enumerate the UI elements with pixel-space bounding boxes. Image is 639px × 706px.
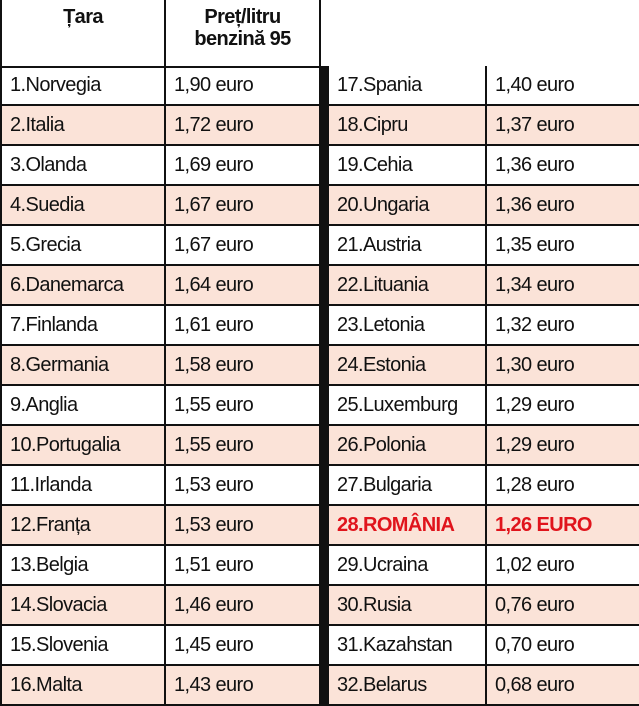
country: 6.Danemarca [0,266,166,306]
price: 1,45 euro [166,626,321,666]
country: 30.Rusia [329,586,487,626]
price: 1,29 euro [487,386,639,426]
price: 1,58 euro [166,346,321,386]
country: 8.Germania [0,346,166,386]
country: 15.Slovenia [0,626,166,666]
country: 23.Letonia [329,306,487,346]
price: 1,55 euro [166,426,321,466]
country: 29.Ucraina [329,546,487,586]
country: 16.Malta [0,666,166,706]
country: 13.Belgia [0,546,166,586]
price: 1,72 euro [166,106,321,146]
price: 1,43 euro [166,666,321,706]
header-country: Țara [0,0,166,68]
price: 1,53 euro [166,466,321,506]
price: 1,90 euro [166,66,321,106]
country: 21.Austria [329,226,487,266]
country: 1.Norvegia [0,66,166,106]
country: 22.Lituania [329,266,487,306]
price: 1,32 euro [487,306,639,346]
price: 0,70 euro [487,626,639,666]
country: 27.Bulgaria [329,466,487,506]
price: 1,29 euro [487,426,639,466]
price: 1,69 euro [166,146,321,186]
price: 1,61 euro [166,306,321,346]
price: 1,67 euro [166,226,321,266]
country: 26.Polonia [329,426,487,466]
country: 20.Ungaria [329,186,487,226]
price: 0,76 euro [487,586,639,626]
country: 18.Cipru [329,106,487,146]
price: 0,68 euro [487,666,639,706]
price: 1,28 euro [487,466,639,506]
price: 1,30 euro [487,346,639,386]
country: 12.Franța [0,506,166,546]
country: 5.Grecia [0,226,166,266]
country: 19.Cehia [329,146,487,186]
price: 1,37 euro [487,106,639,146]
price: 1,26 EURO [487,506,639,546]
country: 31.Kazahstan [329,626,487,666]
country: 17.Spania [329,66,487,106]
price: 1,55 euro [166,386,321,426]
price: 1,40 euro [487,66,639,106]
divider [321,66,329,706]
price: 1,53 euro [166,506,321,546]
country: 24.Estonia [329,346,487,386]
country: 7.Finlanda [0,306,166,346]
price: 1,02 euro [487,546,639,586]
country: 10.Portugalia [0,426,166,466]
price: 1,36 euro [487,146,639,186]
country: 11.Irlanda [0,466,166,506]
header-price: Preț/litru benzină 95 [166,0,321,68]
country: 9.Anglia [0,386,166,426]
price: 1,46 euro [166,586,321,626]
country: 2.Italia [0,106,166,146]
country: 28.ROMÂNIA [329,506,487,546]
country: 14.Slovacia [0,586,166,626]
price: 1,64 euro [166,266,321,306]
country: 25.Luxemburg [329,386,487,426]
country: 32.Belarus [329,666,487,706]
country: 3.Olanda [0,146,166,186]
price: 1,35 euro [487,226,639,266]
price: 1,67 euro [166,186,321,226]
country: 4.Suedia [0,186,166,226]
price: 1,34 euro [487,266,639,306]
price: 1,36 euro [487,186,639,226]
price: 1,51 euro [166,546,321,586]
